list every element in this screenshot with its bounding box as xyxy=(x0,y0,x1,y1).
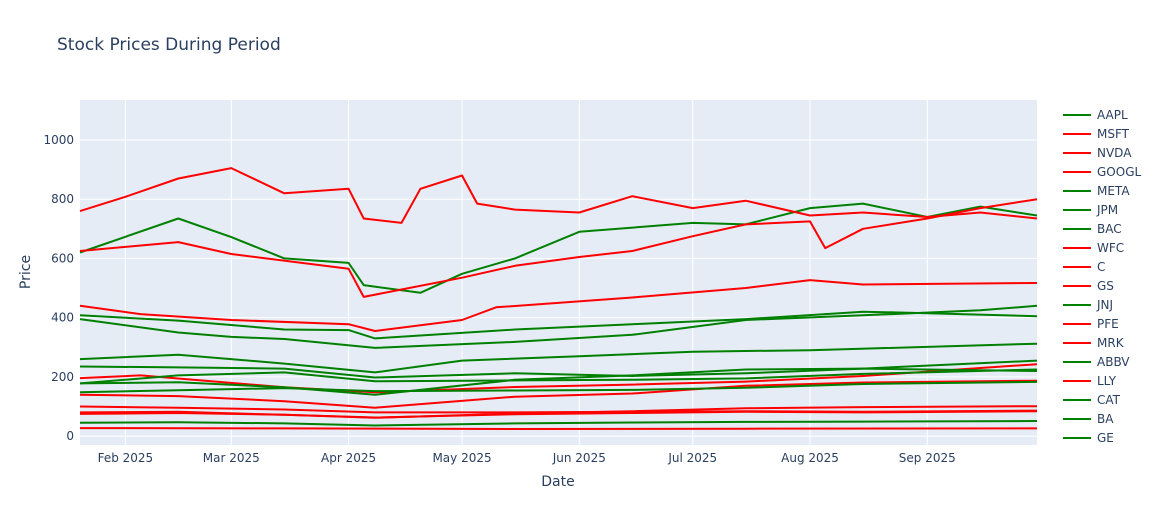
y-tick-label: 800 xyxy=(51,192,74,206)
legend-label: WFC xyxy=(1097,241,1124,255)
legend-item-aapl[interactable]: AAPL xyxy=(1063,108,1128,122)
legend-label: GOOGL xyxy=(1097,165,1141,179)
y-tick-label: 600 xyxy=(51,251,74,265)
legend-label: CAT xyxy=(1097,393,1121,407)
x-tick-label: Sep 2025 xyxy=(899,451,956,465)
y-tick-label: 200 xyxy=(51,370,74,384)
legend-label: MSFT xyxy=(1097,127,1130,141)
y-tick-label: 0 xyxy=(66,429,74,443)
x-axis-title: Date xyxy=(541,474,574,490)
x-tick-label: Mar 2025 xyxy=(203,451,260,465)
x-tick-label: Feb 2025 xyxy=(98,451,154,465)
legend-item-nvda[interactable]: NVDA xyxy=(1063,146,1132,160)
series-line-gs[interactable] xyxy=(79,198,1038,298)
y-axis-title: Price xyxy=(18,255,34,289)
legend-item-jnj[interactable]: JNJ xyxy=(1063,298,1113,312)
legend-item-jpm[interactable]: JPM xyxy=(1063,203,1118,217)
x-tick-label: Jun 2025 xyxy=(552,451,606,465)
legend-label: C xyxy=(1097,260,1105,274)
legend-item-ba[interactable]: BA xyxy=(1063,412,1114,426)
legend-item-msft[interactable]: MSFT xyxy=(1063,127,1130,141)
legend-label: PFE xyxy=(1097,317,1119,331)
series-line-ge[interactable] xyxy=(79,310,1038,340)
legend-item-bac[interactable]: BAC xyxy=(1063,222,1122,236)
series-line-mrk[interactable] xyxy=(79,405,1038,414)
legend-item-pfe[interactable]: PFE xyxy=(1063,317,1119,331)
x-tick-label: Apr 2025 xyxy=(321,451,376,465)
legend-label: BAC xyxy=(1097,222,1122,236)
legend-item-gs[interactable]: GS xyxy=(1063,279,1114,293)
legend-item-cat[interactable]: CAT xyxy=(1063,393,1121,407)
legend-item-abbv[interactable]: ABBV xyxy=(1063,355,1130,369)
x-tick-label: Aug 2025 xyxy=(781,451,839,465)
legend-label: ABBV xyxy=(1097,355,1130,369)
x-tick-label: Jul 2025 xyxy=(667,451,717,465)
legend[interactable]: AAPL MSFT NVDA GOOGL META JPM BAC WFC C GS JNJ PFE M… xyxy=(1063,108,1141,445)
legend-label: META xyxy=(1097,184,1130,198)
series-line-jpm[interactable] xyxy=(79,342,1038,374)
legend-label: AAPL xyxy=(1097,108,1128,122)
series-line-msft[interactable] xyxy=(79,279,1038,332)
legend-item-googl[interactable]: GOOGL xyxy=(1063,165,1141,179)
series-line-bac[interactable] xyxy=(79,420,1038,427)
legend-item-mrk[interactable]: MRK xyxy=(1063,336,1125,350)
grid-lines xyxy=(80,100,1037,445)
legend-item-c[interactable]: C xyxy=(1063,260,1105,274)
series-line-pfe[interactable] xyxy=(79,427,1038,430)
x-axis-ticks: Feb 2025 Mar 2025 Apr 2025 May 2025 Jun 2025… xyxy=(98,451,956,465)
y-tick-label: 1000 xyxy=(43,133,74,147)
legend-item-ge[interactable]: GE xyxy=(1063,431,1114,445)
legend-label: GS xyxy=(1097,279,1114,293)
series-lines xyxy=(79,167,1038,430)
series-line-jnj[interactable] xyxy=(79,380,1038,394)
series-line-nvda[interactable] xyxy=(79,379,1038,409)
series-line-meta[interactable] xyxy=(79,202,1038,294)
series-line-aapl[interactable] xyxy=(79,359,1038,379)
legend-item-meta[interactable]: META xyxy=(1063,184,1130,198)
legend-label: MRK xyxy=(1097,336,1125,350)
series-line-googl[interactable] xyxy=(79,363,1038,394)
legend-label: LLY xyxy=(1097,374,1117,388)
x-tick-label: May 2025 xyxy=(432,451,491,465)
plot-area xyxy=(80,100,1037,445)
legend-item-lly[interactable]: LLY xyxy=(1063,374,1117,388)
y-axis-ticks: 0 200 400 600 800 1000 xyxy=(43,133,74,443)
chart-title: Stock Prices During Period xyxy=(57,35,281,55)
legend-label: GE xyxy=(1097,431,1114,445)
legend-label: NVDA xyxy=(1097,146,1132,160)
series-line-c[interactable] xyxy=(79,405,1038,419)
series-line-lly[interactable] xyxy=(79,167,1038,224)
series-line-cat[interactable] xyxy=(79,304,1038,349)
series-line-ba[interactable] xyxy=(79,367,1038,396)
legend-label: BA xyxy=(1097,412,1114,426)
y-tick-label: 400 xyxy=(51,311,74,325)
legend-label: JPM xyxy=(1096,203,1118,217)
legend-label: JNJ xyxy=(1096,298,1113,312)
legend-item-wfc[interactable]: WFC xyxy=(1063,241,1124,255)
